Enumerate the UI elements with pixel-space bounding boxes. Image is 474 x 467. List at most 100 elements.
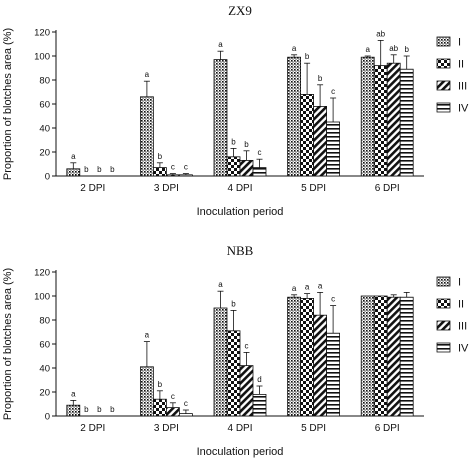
bar xyxy=(287,296,302,417)
bar xyxy=(252,167,267,177)
y-axis-label: Proportion of blotches area (%) xyxy=(2,28,14,180)
y-tick-label: 0 xyxy=(45,411,50,422)
significance-label: a xyxy=(145,331,150,340)
y-tick-label: 100 xyxy=(34,291,50,302)
significance-label: b xyxy=(318,74,323,83)
significance-label: b xyxy=(84,405,89,414)
bar xyxy=(178,413,193,417)
y-tick-label: 100 xyxy=(34,51,50,62)
x-tick-label: 5 DPI xyxy=(301,183,326,194)
x-tick-label: 6 DPI xyxy=(375,183,400,194)
bar xyxy=(373,295,388,417)
significance-label: ab xyxy=(376,29,385,38)
significance-label: b xyxy=(231,299,236,308)
chart-title: NBB xyxy=(227,243,254,258)
bar xyxy=(360,295,375,417)
significance-label: c xyxy=(331,87,335,96)
bar xyxy=(165,174,180,177)
significance-label: b xyxy=(97,165,102,174)
significance-label: b xyxy=(158,380,163,389)
significance-label: a xyxy=(292,44,297,53)
legend-swatch xyxy=(436,342,451,353)
significance-label: a xyxy=(218,40,223,49)
legend-label: IV xyxy=(458,343,469,355)
significance-label: d xyxy=(257,375,261,384)
y-tick-label: 40 xyxy=(39,123,50,134)
x-axis-label: Inoculation period xyxy=(197,446,284,458)
bar xyxy=(178,174,193,177)
significance-label: a xyxy=(71,389,76,398)
significance-label: c xyxy=(245,341,249,350)
y-axis-label: Proportion of blotches area (%) xyxy=(2,268,14,420)
x-tick-label: 5 DPI xyxy=(301,423,326,434)
chart-panel-nbb: NBB 0 20 40 60 80 100 120 Proportion of blotches… xyxy=(2,243,469,458)
x-tick-label: 6 DPI xyxy=(375,423,400,434)
legend-swatch xyxy=(436,36,451,47)
bar xyxy=(239,159,254,177)
bar xyxy=(152,167,167,177)
legend-swatch xyxy=(436,276,451,287)
bar xyxy=(139,366,154,417)
legend-swatch xyxy=(436,102,451,113)
legend-label: I xyxy=(458,37,461,49)
y-tick-label: 20 xyxy=(39,387,50,398)
significance-label: a xyxy=(318,281,323,290)
bar xyxy=(399,296,414,417)
legend-swatch xyxy=(436,298,451,309)
significance-label: c xyxy=(171,392,175,401)
bar xyxy=(66,404,81,417)
bar xyxy=(139,96,154,177)
significance-label: a xyxy=(305,283,310,292)
legend-label: IV xyxy=(458,103,469,115)
significance-label: a xyxy=(292,284,297,293)
bar xyxy=(386,62,401,177)
significance-label: b xyxy=(244,140,249,149)
significance-label: c xyxy=(258,148,262,157)
bar xyxy=(213,307,228,417)
y-tick-label: 120 xyxy=(34,27,50,38)
bar xyxy=(152,398,167,417)
bar xyxy=(373,65,388,177)
bar xyxy=(326,121,341,177)
x-tick-label: 3 DPI xyxy=(154,183,179,194)
y-tick-label: 120 xyxy=(34,267,50,278)
bar xyxy=(360,56,375,177)
bar xyxy=(313,314,328,417)
significance-label: a xyxy=(71,152,76,161)
significance-label: b xyxy=(97,405,102,414)
x-tick-label: 4 DPI xyxy=(227,183,252,194)
significance-label: c xyxy=(171,163,175,172)
bar xyxy=(287,56,302,177)
significance-label: a xyxy=(218,280,223,289)
legend-label: II xyxy=(458,59,464,71)
y-tick-label: 60 xyxy=(39,99,50,110)
significance-label: a xyxy=(365,45,370,54)
x-tick-label: 4 DPI xyxy=(227,423,252,434)
significance-label: b xyxy=(110,405,115,414)
x-axis-label: Inoculation period xyxy=(197,206,284,218)
significance-label: c xyxy=(184,399,188,408)
legend-swatch xyxy=(436,320,451,331)
bar xyxy=(399,68,414,177)
bar xyxy=(300,298,315,417)
legend-label: III xyxy=(458,81,467,93)
bar xyxy=(326,332,341,417)
bar xyxy=(66,168,81,177)
legend-swatch xyxy=(436,58,451,69)
y-tick-label: 80 xyxy=(39,315,50,326)
x-tick-label: 2 DPI xyxy=(80,183,105,194)
y-tick-label: 60 xyxy=(39,339,50,350)
bar xyxy=(252,393,267,417)
significance-label: b xyxy=(110,165,115,174)
significance-label: c xyxy=(184,163,188,172)
y-tick-label: 40 xyxy=(39,363,50,374)
bar xyxy=(300,94,315,177)
x-tick-label: 3 DPI xyxy=(154,423,179,434)
significance-label: b xyxy=(84,165,89,174)
legend-label: III xyxy=(458,321,467,333)
y-tick-label: 0 xyxy=(45,171,50,182)
bar xyxy=(213,59,228,177)
chart-panel-zx9: ZX9 0 20 40 60 80 100 120 Proportion of blotches… xyxy=(2,3,469,218)
legend-label: II xyxy=(458,299,464,311)
